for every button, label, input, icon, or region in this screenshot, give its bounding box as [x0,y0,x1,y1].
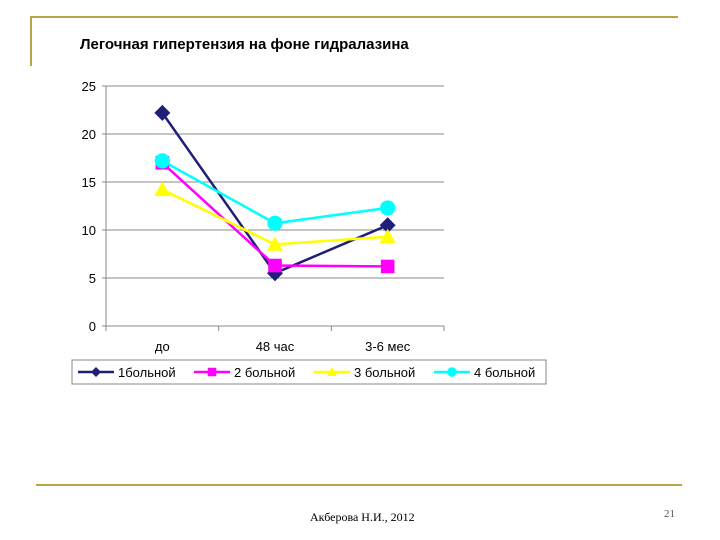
data-point-series-3 [267,236,283,251]
data-point-series-4 [380,200,396,216]
data-point-series-3 [379,228,396,244]
y-tick-labels: 0 5 10 15 20 25 [82,79,96,334]
data-point-series-2 [380,259,395,274]
data-point-series-3 [154,181,171,197]
left-rule [30,16,32,66]
data-point-series-1 [154,104,171,121]
data-point-series-4 [267,215,283,231]
legend-label: 1больной [118,365,176,380]
y-tick-label: 10 [82,223,96,238]
legend-label: 3 больной [354,365,415,380]
footer-author: Акберова Н.И., 2012 [310,510,415,524]
bottom-rule [36,484,682,486]
legend-swatch-marker [91,367,101,377]
x-tick-label: до [155,339,170,354]
data-point-series-1 [379,217,396,234]
page-number: 21 [664,508,675,520]
data-point-series-2 [268,258,282,273]
x-tick-label: 48 час [256,339,295,354]
y-tick-label: 15 [82,175,96,190]
top-rule [30,16,678,18]
axes [102,85,445,331]
series-markers [154,104,396,282]
legend: 1больной 2 больной 3 больной 4 больной [71,359,547,385]
legend-swatch-marker [447,367,457,377]
legend-label: 2 больной [234,365,295,380]
data-point-series-4 [154,153,170,169]
legend-label: 4 больной [474,365,535,380]
y-tick-label: 25 [82,79,96,94]
legend-swatch-marker [327,367,337,376]
y-tick-label: 5 [89,271,96,286]
x-tick-label: 3-6 мес [365,339,411,354]
legend-swatch-marker [207,367,217,377]
chart-title: Легочная гипертензия на фоне гидралазина [80,36,409,53]
y-tick-label: 0 [89,319,96,334]
y-tick-label: 20 [82,127,96,142]
x-tick-labels: до 48 час 3-6 мес [155,339,411,354]
